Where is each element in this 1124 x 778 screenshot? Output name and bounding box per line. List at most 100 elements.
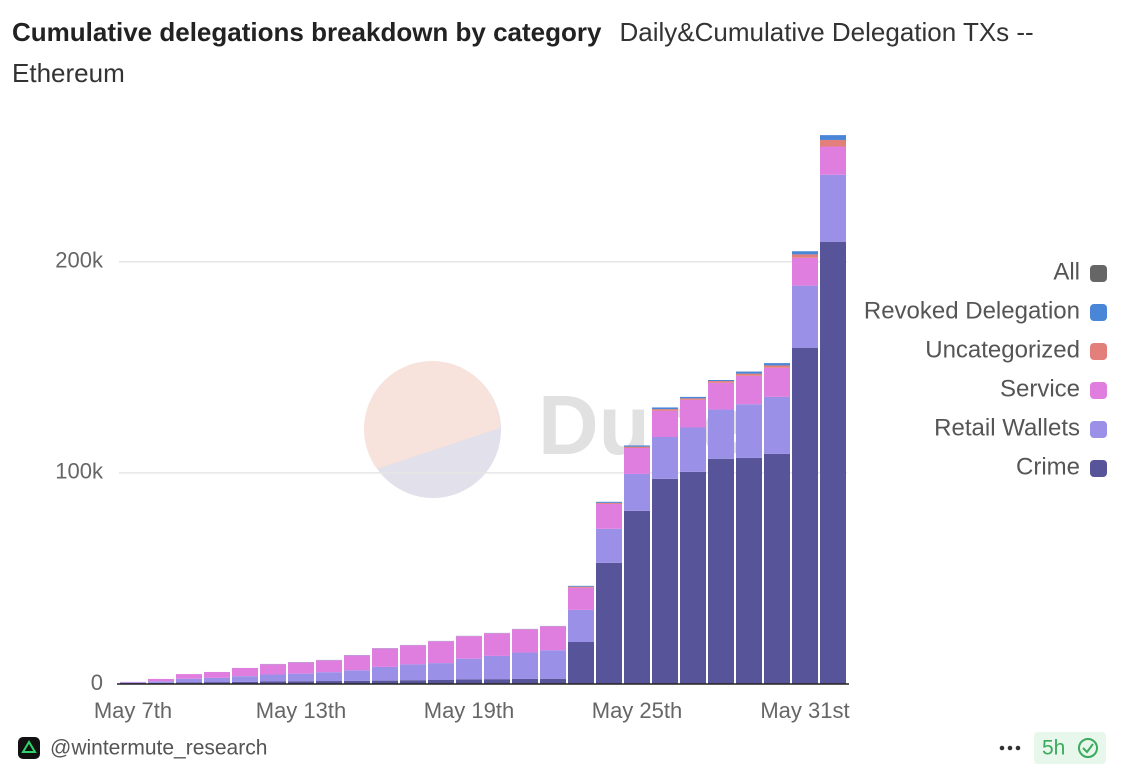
x-tick-label: May 13th [256, 698, 347, 723]
bar-segment [372, 648, 398, 667]
author: @wintermute_research [50, 737, 267, 760]
bar-segment [428, 641, 454, 664]
menu-dots[interactable] [1015, 745, 1021, 751]
chart-subtitle: Daily&Cumulative Delegation TXs -- Ether… [12, 17, 1034, 88]
bar-segment [428, 679, 454, 684]
author-icon [18, 737, 40, 759]
bar-segment [512, 652, 538, 679]
bar-segment [540, 678, 566, 684]
bar-segment [540, 626, 566, 651]
bar-segment [456, 658, 482, 680]
bar-segment [792, 254, 818, 258]
bar-segment [820, 146, 846, 175]
bar-segment [568, 609, 594, 642]
bar-segment [260, 664, 286, 675]
bar-segment [652, 478, 678, 684]
legend-label: Service [1000, 375, 1080, 402]
bar-segment [568, 587, 594, 610]
legend-label: Revoked Delegation [864, 297, 1080, 324]
bar-segment [456, 636, 482, 659]
bar-segment [568, 586, 594, 588]
legend-swatch [1090, 421, 1107, 438]
bar-segment [260, 674, 286, 682]
bar-segment [204, 682, 230, 684]
bar-segment [428, 663, 454, 680]
bar-segment [232, 676, 258, 682]
bar-segment [232, 667, 258, 677]
bar-segment [204, 671, 230, 678]
bar-segment [568, 585, 594, 587]
bar-segment [624, 446, 650, 448]
bar-segment [372, 666, 398, 681]
bar-segment [204, 677, 230, 683]
bar-segment [764, 453, 790, 684]
bar-segment [820, 241, 846, 684]
bar-segment [736, 371, 762, 374]
chart-title: Cumulative delegations breakdown by cate… [12, 17, 602, 47]
bar-segment [736, 404, 762, 458]
bar-segment [400, 680, 426, 684]
bar-segment [596, 502, 622, 504]
legend-swatch [1090, 265, 1107, 282]
bar-segment [652, 410, 678, 437]
bar-segment [736, 457, 762, 684]
bar-segment [820, 135, 846, 140]
bar-segment [820, 174, 846, 242]
bar-segment [484, 633, 510, 656]
bar-segment [456, 679, 482, 684]
x-tick-label: May 7th [94, 698, 172, 723]
y-tick-label: 0 [91, 670, 103, 695]
bar-segment [708, 458, 734, 684]
bar-segment [820, 139, 846, 147]
y-tick-label: 200k [55, 248, 104, 273]
bar-segment [176, 674, 202, 679]
bar-segment [148, 678, 174, 682]
bar-segment [764, 363, 790, 366]
bar-segment [512, 629, 538, 653]
bar-segment [624, 445, 650, 447]
bar-segment [652, 437, 678, 479]
legend: Crime Retail Wallets Service Uncategorized R… [864, 258, 1080, 480]
bar-segment [792, 347, 818, 684]
bar-segment [792, 285, 818, 348]
bar-segment [792, 251, 818, 255]
bar-segment [512, 678, 538, 684]
menu-dots[interactable] [999, 745, 1005, 751]
bar-segment [596, 562, 622, 684]
bar-segment [652, 407, 678, 410]
bar-segment [148, 681, 174, 683]
watermark-logo [364, 361, 500, 469]
footer: @wintermute_research 5h [18, 732, 1106, 764]
bar-segment [540, 650, 566, 679]
bar-segment [708, 380, 734, 382]
bar-segment [288, 662, 314, 674]
legend-swatch [1090, 460, 1107, 477]
bar-segment [260, 681, 286, 684]
bar-segment [652, 409, 678, 411]
bar-segment [764, 365, 790, 368]
bar-segment [680, 398, 706, 400]
bar-segment [708, 382, 734, 410]
bar-segment [316, 660, 342, 673]
menu-dots[interactable] [1007, 745, 1013, 751]
bar-segment [372, 680, 398, 684]
bar-segment [736, 373, 762, 376]
bar-segment [400, 664, 426, 681]
bar-segment [232, 681, 258, 684]
bar-segment [176, 678, 202, 683]
bar-segment [708, 381, 734, 383]
bar-segment [344, 655, 370, 671]
bar-segment [708, 409, 734, 459]
x-tick-label: May 25th [592, 698, 683, 723]
y-tick-label: 100k [55, 459, 104, 484]
bar-segment [288, 673, 314, 682]
author-icon [21, 740, 37, 753]
bar-segment [344, 680, 370, 684]
bar-segment [596, 528, 622, 563]
x-tick-label: May 19th [424, 698, 515, 723]
bar-segment [288, 681, 314, 684]
verified-icon [1082, 743, 1094, 754]
x-tick-label: May 31st [760, 698, 849, 723]
